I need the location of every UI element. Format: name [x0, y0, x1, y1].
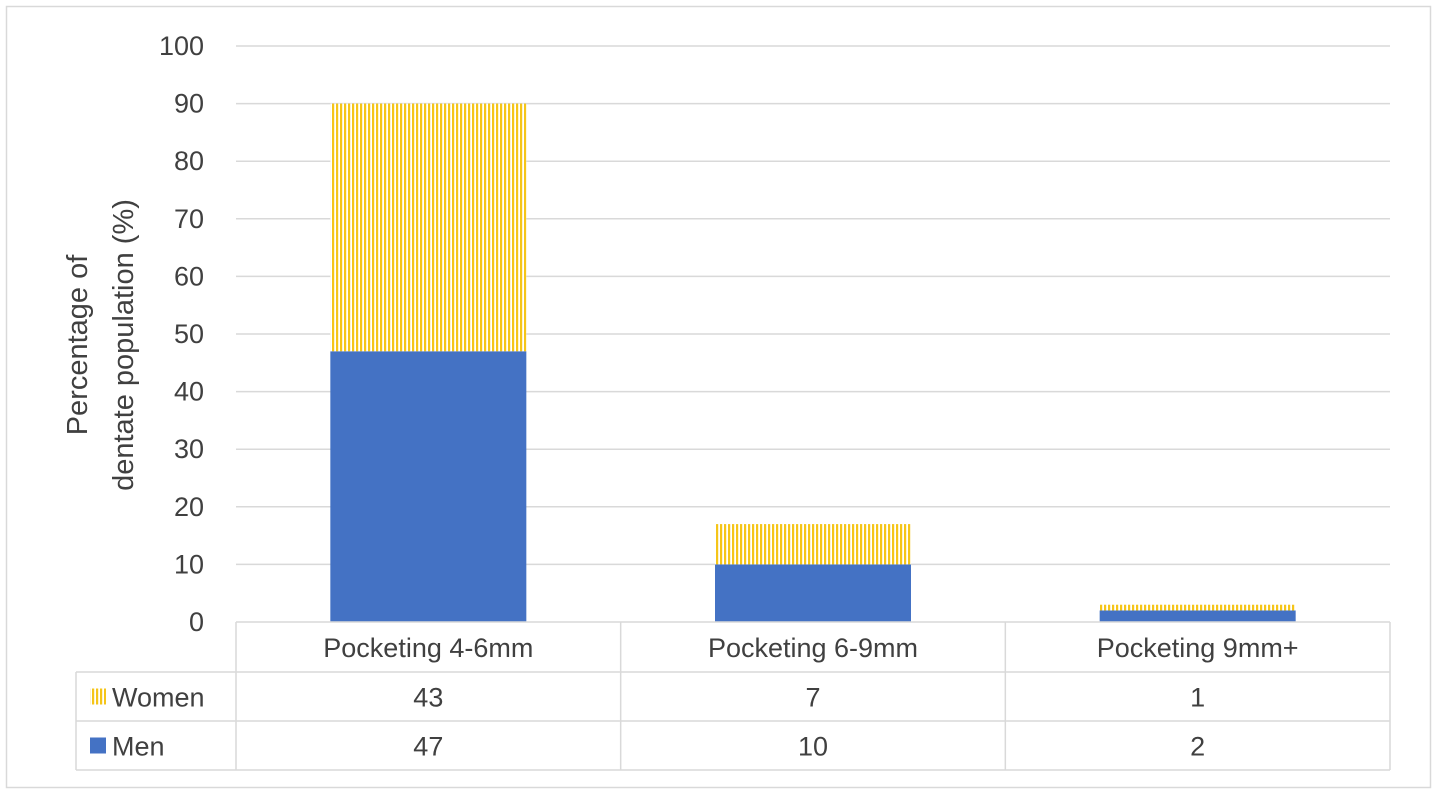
bar-men-pocketing-6-9mm [715, 564, 911, 622]
legend-label-women: Women [112, 683, 205, 713]
y-tick-label: 60 [174, 261, 204, 291]
y-tick-label: 30 [174, 434, 204, 464]
y-tick-label: 10 [174, 549, 204, 579]
x-category-label: Pocketing 6-9mm [708, 633, 918, 663]
bar-women-pocketing-4-6mm [330, 103, 527, 352]
data-table-value: 43 [413, 683, 443, 713]
chart-border [5, 5, 1432, 789]
y-tick-label: 50 [174, 319, 204, 349]
y-tick-label: 80 [174, 146, 204, 176]
data-table-value: 1 [1190, 683, 1205, 713]
y-axis-title-line-2: dentate population (%) [108, 199, 140, 491]
data-table-value: 2 [1190, 732, 1205, 762]
y-tick-label: 100 [159, 31, 204, 61]
y-tick-label: 70 [174, 204, 204, 234]
y-tick-label: 40 [174, 377, 204, 407]
y-tick-label: 20 [174, 492, 204, 522]
legend-label-men: Men [112, 732, 165, 762]
data-table: Pocketing 4-6mm Pocketing 6-9mm Pocketing … [75, 621, 1391, 771]
bar-women-pocketing-9mm [1099, 604, 1296, 611]
y-axis-tick-labels: 0 10 20 30 40 50 60 70 80 90 100 [159, 31, 204, 637]
bar-men-pocketing-4-6mm [330, 351, 527, 622]
bar-women-pocketing-6-9mm [715, 524, 911, 565]
y-tick-label: 0 [189, 607, 204, 637]
data-table-value: 7 [805, 683, 820, 713]
y-axis-title-line-1: Percentage of [62, 254, 94, 436]
x-category-label: Pocketing 9mm+ [1097, 633, 1299, 663]
data-table-value: 10 [798, 732, 828, 762]
legend-key-women [90, 688, 106, 705]
legend-key-men [90, 737, 106, 754]
y-axis-title: Percentage of dentate population (%) [62, 199, 140, 491]
bars [330, 103, 1296, 622]
y-tick-label: 90 [174, 89, 204, 119]
bar-men-pocketing-9mm [1099, 610, 1296, 622]
x-category-label: Pocketing 4-6mm [323, 633, 533, 663]
data-table-value: 47 [413, 732, 443, 762]
